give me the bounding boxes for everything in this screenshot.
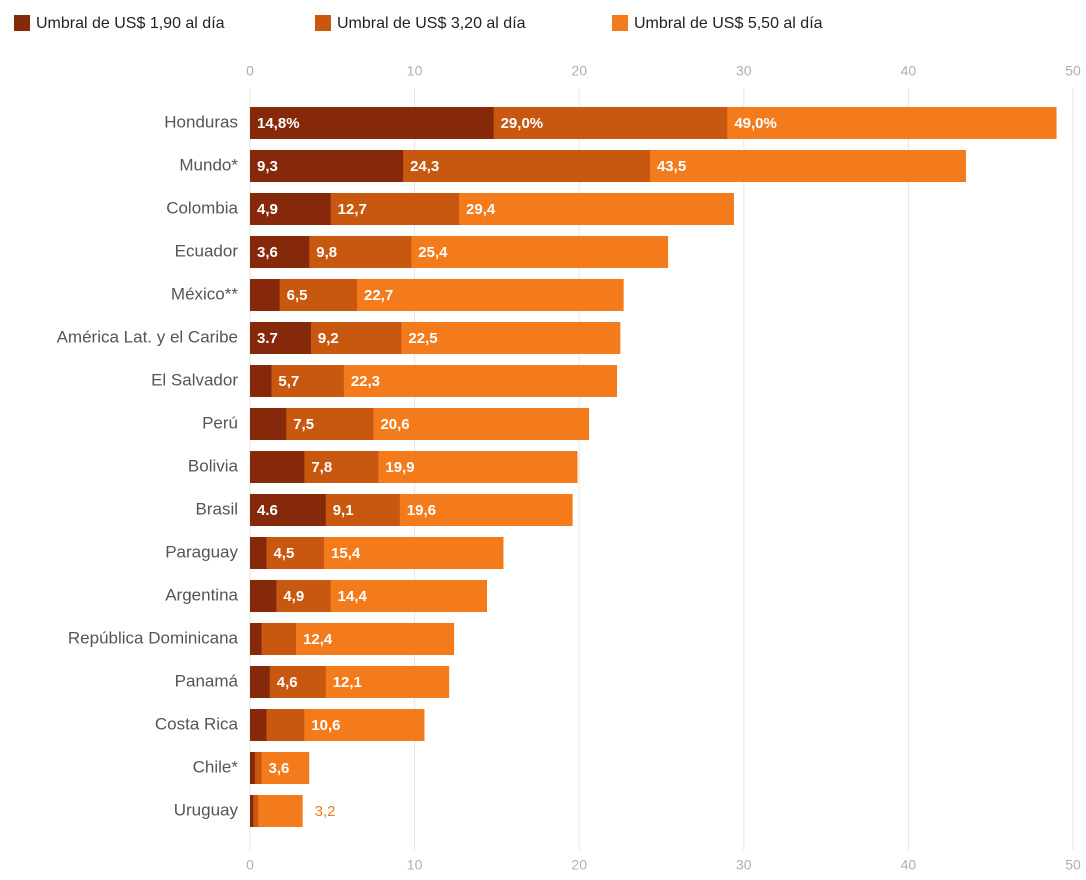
bar — [250, 236, 310, 268]
data-label: 3,2 — [315, 803, 336, 820]
x-tick-label: 30 — [736, 63, 752, 79]
bar — [250, 408, 287, 440]
data-label: 29,0% — [501, 115, 544, 132]
legend-swatch — [14, 15, 30, 31]
legend-swatch — [612, 15, 628, 31]
bar — [250, 795, 303, 827]
data-label: 22,5 — [408, 330, 437, 347]
bar — [250, 709, 267, 741]
bar — [250, 580, 277, 612]
bar — [250, 322, 311, 354]
x-tick-label: 30 — [736, 857, 752, 873]
data-label: 14,8% — [257, 115, 300, 132]
x-tick-label: 40 — [901, 63, 917, 79]
data-label: 7,8 — [311, 459, 332, 476]
data-label: 4,5 — [273, 545, 294, 562]
x-tick-label: 20 — [571, 63, 587, 79]
data-label: 25,4 — [418, 244, 448, 261]
x-tick-label: 50 — [1065, 63, 1081, 79]
data-label: 12,1 — [333, 674, 362, 691]
data-label: 4,9 — [257, 201, 278, 218]
category-label: Perú — [202, 413, 238, 432]
category-label: América Lat. y el Caribe — [57, 327, 238, 346]
category-label: Honduras — [164, 112, 238, 131]
data-label: 43,5 — [657, 158, 686, 175]
category-label: Colombia — [166, 198, 238, 217]
x-tick-label: 40 — [901, 857, 917, 873]
category-label: Chile* — [193, 757, 239, 776]
category-label: Costa Rica — [155, 714, 239, 733]
data-label: 7,5 — [293, 416, 314, 433]
category-label: Brasil — [195, 499, 238, 518]
data-label: 15,4 — [331, 545, 361, 562]
data-label: 19,9 — [385, 459, 414, 476]
data-label: 4.6 — [257, 502, 278, 519]
bar — [250, 451, 305, 483]
data-label: 22,3 — [351, 373, 380, 390]
bar — [250, 752, 262, 784]
bar — [250, 666, 270, 698]
data-label: 3,6 — [269, 760, 290, 777]
category-label: México** — [171, 284, 238, 303]
x-tick-label: 10 — [407, 63, 423, 79]
x-tick-label: 50 — [1065, 857, 1081, 873]
category-label: Uruguay — [174, 800, 239, 819]
bar — [250, 752, 255, 784]
bar — [250, 537, 267, 569]
data-label: 12,7 — [338, 201, 367, 218]
data-label: 9,2 — [318, 330, 339, 347]
data-label: 22,7 — [364, 287, 393, 304]
data-label: 6,5 — [287, 287, 308, 304]
data-label: 49,0% — [734, 115, 777, 132]
bar — [250, 795, 254, 827]
data-label: 4,6 — [277, 674, 298, 691]
data-label: 14,4 — [338, 588, 368, 605]
data-label: 4,9 — [283, 588, 304, 605]
legend-label: Umbral de US$ 1,90 al día — [36, 15, 225, 32]
legend-label: Umbral de US$ 3,20 al día — [337, 15, 526, 32]
legend-label: Umbral de US$ 5,50 al día — [634, 15, 823, 32]
legend-swatch — [315, 15, 331, 31]
category-label: Panamá — [175, 671, 239, 690]
x-tick-label: 20 — [571, 857, 587, 873]
category-label: Paraguay — [165, 542, 238, 561]
bar — [250, 365, 272, 397]
x-tick-label: 0 — [246, 63, 254, 79]
data-label: 9,3 — [257, 158, 278, 175]
data-label: 20,6 — [380, 416, 409, 433]
data-label: 12,4 — [303, 631, 333, 648]
category-label: Bolivia — [188, 456, 239, 475]
data-label: 3.7 — [257, 330, 278, 347]
data-label: 10,6 — [311, 717, 340, 734]
bar — [250, 279, 280, 311]
bar — [250, 623, 262, 655]
data-label: 5,7 — [278, 373, 299, 390]
data-label: 9,8 — [316, 244, 337, 261]
x-tick-label: 10 — [407, 857, 423, 873]
data-label: 29,4 — [466, 201, 496, 218]
bar — [250, 494, 326, 526]
x-tick-label: 0 — [246, 857, 254, 873]
category-label: Ecuador — [175, 241, 239, 260]
data-label: 19,6 — [407, 502, 436, 519]
data-label: 9,1 — [333, 502, 354, 519]
category-label: El Salvador — [151, 370, 238, 389]
category-label: República Dominicana — [68, 628, 239, 647]
bar — [250, 193, 331, 225]
data-label: 24,3 — [410, 158, 439, 175]
data-label: 3,6 — [257, 244, 278, 261]
category-label: Argentina — [165, 585, 238, 604]
bar — [250, 107, 494, 139]
bar — [250, 795, 259, 827]
category-label: Mundo* — [179, 155, 238, 174]
bar — [250, 150, 404, 182]
